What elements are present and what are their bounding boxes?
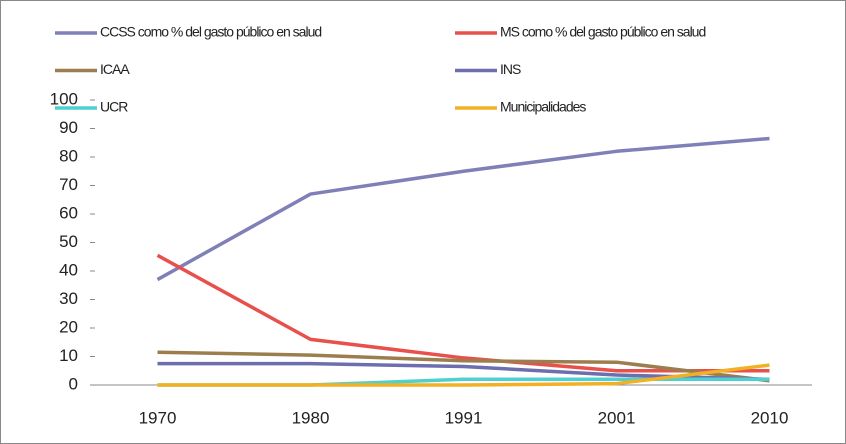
legend-label: ICAA: [100, 61, 130, 77]
y-tick-label: 40: [59, 260, 78, 279]
y-tick-label: 60: [59, 203, 78, 222]
x-tick-label: 2001: [598, 408, 636, 427]
x-tick-label: 1980: [292, 408, 330, 427]
y-tick-label: 70: [59, 175, 78, 194]
legend-label: MS como % del gasto público en salud: [500, 24, 705, 40]
series-line: [157, 363, 770, 387]
x-tick-label: 1970: [139, 408, 177, 427]
series-line: [156, 136, 770, 282]
x-tick-label: 2010: [751, 408, 789, 427]
series-line: [157, 350, 770, 383]
y-tick-label: 10: [59, 346, 78, 365]
y-tick-label: 20: [59, 317, 78, 336]
y-tick-label: 90: [59, 118, 78, 137]
y-tick-label: 30: [59, 289, 78, 308]
legend-label: UCR: [100, 99, 128, 115]
legend-label: CCSS como % del gasto público en salud: [100, 24, 321, 40]
y-tick-label: 50: [59, 232, 78, 251]
series-line: [156, 253, 770, 373]
legend-label: Municipalidades: [500, 99, 586, 115]
y-tick-label: 80: [59, 146, 78, 165]
y-tick-label: 100: [50, 89, 78, 108]
y-tick-label: 0: [69, 374, 78, 393]
legend-label: INS: [500, 61, 521, 77]
x-tick-label: 1991: [445, 408, 483, 427]
